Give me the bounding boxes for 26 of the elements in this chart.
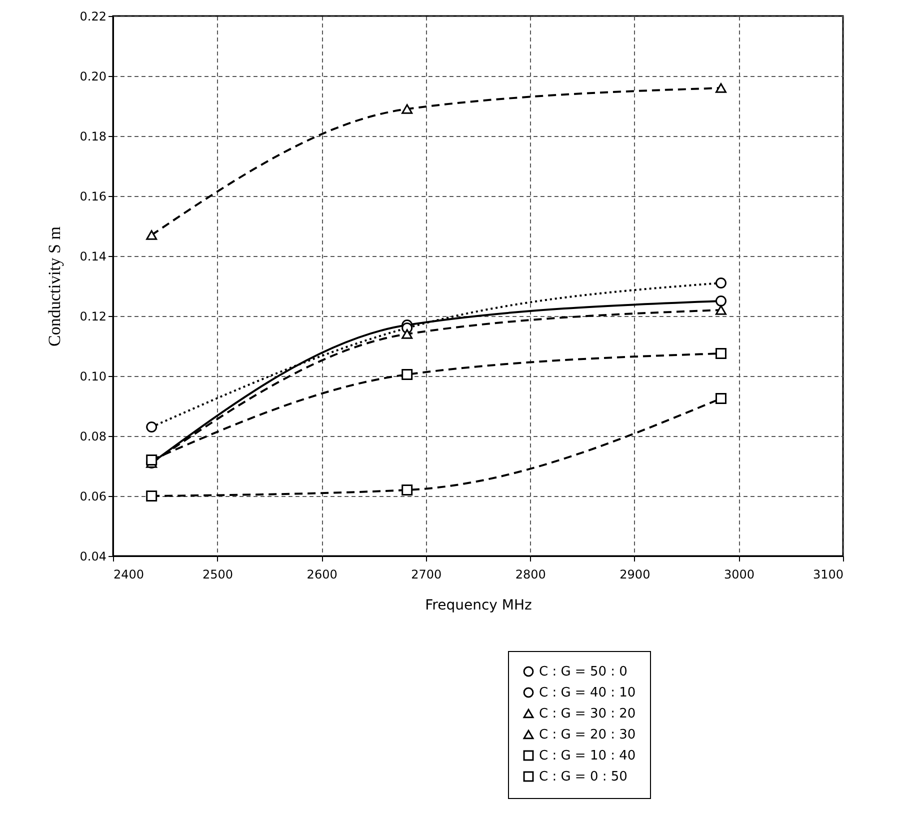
x-tick-label: 3100	[812, 568, 844, 582]
x-tick-label: 2400	[114, 568, 144, 582]
y-axis-title: Conductivity S m	[44, 226, 64, 346]
y-tick-label: 0.14	[80, 250, 106, 264]
legend-label: C : G = 20 : 30	[539, 728, 636, 742]
x-tick-label: 2800	[515, 568, 546, 582]
x-tick-label: 2500	[202, 568, 234, 582]
y-tick-label: 0.12	[80, 310, 106, 324]
y-tick-label: 0.10	[80, 370, 106, 384]
y-tick-label: 0.22	[80, 10, 106, 24]
legend-label: C : G = 40 : 10	[539, 686, 636, 700]
legend-label: C : G = 50 : 0	[539, 664, 628, 680]
legend-label: C : G = 10 : 40	[539, 748, 636, 764]
x-tick-label: 3000	[724, 568, 754, 582]
x-tick-label: 2900	[620, 568, 650, 582]
x-tick-label: 2700	[411, 568, 442, 582]
y-tick-label: 0.16	[80, 190, 106, 204]
y-tick-label: 0.20	[80, 70, 106, 84]
y-tick-label: 0.18	[80, 130, 106, 144]
legend-label: C : G = 0 : 50	[539, 770, 628, 784]
x-tick-label: 2600	[306, 568, 338, 582]
legend-label: C : G = 30 : 20	[539, 706, 636, 722]
x-axis-title: Frequency MHz	[425, 598, 532, 614]
y-tick-label: 0.04	[80, 550, 106, 564]
y-tick-label: 0.06	[80, 490, 106, 504]
y-tick-label: 0.08	[80, 430, 106, 444]
